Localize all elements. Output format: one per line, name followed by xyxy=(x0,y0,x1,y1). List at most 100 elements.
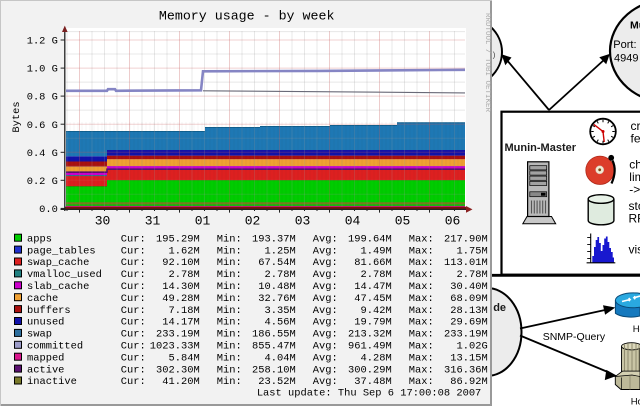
svg-text:Cur:: Cur: xyxy=(121,269,146,281)
svg-text:Port:: Port: xyxy=(613,39,636,51)
svg-text:Max:: Max: xyxy=(409,317,434,329)
svg-text:Cur:: Cur: xyxy=(121,317,146,329)
svg-text:Avg:: Avg: xyxy=(313,245,338,257)
svg-text:Max:: Max: xyxy=(409,341,434,353)
svg-text:Max:: Max: xyxy=(409,233,434,245)
svg-text:14.47M: 14.47M xyxy=(354,281,391,293)
svg-text:302.30M: 302.30M xyxy=(156,364,200,376)
svg-text:Max:: Max: xyxy=(409,364,434,376)
svg-text:41.20M: 41.20M xyxy=(162,376,199,388)
svg-text:213.32M: 213.32M xyxy=(348,329,392,341)
svg-text:Cur:: Cur: xyxy=(121,364,146,376)
svg-text:Host: Host xyxy=(633,324,640,335)
svg-text:Max:: Max: xyxy=(409,352,434,364)
svg-text:committed: committed xyxy=(27,341,83,353)
svg-text:05: 05 xyxy=(395,214,411,229)
svg-text:1.49M: 1.49M xyxy=(361,245,392,257)
svg-text:47.45M: 47.45M xyxy=(354,293,391,305)
svg-text:30.40M: 30.40M xyxy=(450,281,487,293)
svg-text:RRD files: RRD files xyxy=(629,212,640,226)
svg-text:7.18M: 7.18M xyxy=(169,305,200,317)
svg-text:13.15M: 13.15M xyxy=(450,352,487,364)
svg-text:1023.33M: 1023.33M xyxy=(150,341,200,353)
svg-text:Min:: Min: xyxy=(217,269,242,281)
svg-text:300.29M: 300.29M xyxy=(348,364,392,376)
svg-text:Avg:: Avg: xyxy=(313,317,338,329)
svg-text:Avg:: Avg: xyxy=(313,364,338,376)
svg-text:Cur:: Cur: xyxy=(121,281,146,293)
svg-text:Min:: Min: xyxy=(217,341,242,353)
svg-text:Host: Host xyxy=(631,397,640,408)
svg-text:stores in: stores in xyxy=(629,199,640,213)
svg-text:Max:: Max: xyxy=(409,329,434,341)
svg-text:Min:: Min: xyxy=(217,376,242,388)
svg-text:14.30M: 14.30M xyxy=(162,281,199,293)
svg-text:961.49M: 961.49M xyxy=(348,341,392,353)
svg-text:1.62M: 1.62M xyxy=(169,245,200,257)
svg-text:113.01M: 113.01M xyxy=(444,257,488,269)
svg-text:233.19M: 233.19M xyxy=(444,329,488,341)
svg-text:Min:: Min: xyxy=(217,293,242,305)
svg-text:30: 30 xyxy=(95,214,111,229)
svg-text:Min:: Min: xyxy=(217,329,242,341)
svg-text:28.13M: 28.13M xyxy=(450,305,487,317)
svg-text:19.79M: 19.79M xyxy=(354,317,391,329)
svg-text:10.48M: 10.48M xyxy=(258,281,295,293)
svg-text:Avg:: Avg: xyxy=(313,305,338,317)
svg-text:9.42M: 9.42M xyxy=(361,305,392,317)
svg-text:limits: limits xyxy=(629,170,640,184)
svg-text:03: 03 xyxy=(295,214,311,229)
svg-text:86.92M: 86.92M xyxy=(450,376,487,388)
svg-text:217.90M: 217.90M xyxy=(444,233,488,245)
svg-text:Cur:: Cur: xyxy=(121,341,146,353)
svg-text:page_tables: page_tables xyxy=(27,245,96,257)
svg-text:swap: swap xyxy=(27,329,52,341)
svg-text:Munin-Node: Munin-Node xyxy=(630,20,640,32)
svg-text:unused: unused xyxy=(27,317,64,329)
svg-text:Min:: Min: xyxy=(217,305,242,317)
svg-text:Bytes: Bytes xyxy=(11,101,23,132)
svg-text:Cur:: Cur: xyxy=(121,233,146,245)
svg-text:2.78M: 2.78M xyxy=(457,269,488,281)
svg-text:Min:: Min: xyxy=(217,364,242,376)
svg-text:Max:: Max: xyxy=(409,269,434,281)
svg-text:1.25M: 1.25M xyxy=(265,245,296,257)
svg-text:Min:: Min: xyxy=(217,281,242,293)
svg-text:Max:: Max: xyxy=(409,257,434,269)
svg-text:checks: checks xyxy=(629,158,640,172)
svg-text:199.64M: 199.64M xyxy=(348,233,392,245)
svg-text:29.69M: 29.69M xyxy=(450,317,487,329)
svg-text:cache: cache xyxy=(27,293,58,305)
svg-text:195.29M: 195.29M xyxy=(156,233,200,245)
svg-text:): ) xyxy=(493,51,496,60)
svg-text:67.54M: 67.54M xyxy=(258,257,295,269)
svg-text:2.78M: 2.78M xyxy=(361,269,392,281)
svg-text:0.4 G: 0.4 G xyxy=(27,148,58,160)
svg-text:Avg:: Avg: xyxy=(313,293,338,305)
svg-text:Avg:: Avg: xyxy=(313,329,338,341)
svg-text:14.17M: 14.17M xyxy=(162,317,199,329)
svg-text:Avg:: Avg: xyxy=(313,269,338,281)
svg-text:slab_cache: slab_cache xyxy=(27,281,89,293)
svg-text:186.55M: 186.55M xyxy=(252,329,296,341)
svg-text:apps: apps xyxy=(27,233,52,245)
svg-text:37.48M: 37.48M xyxy=(354,376,391,388)
svg-text:4.28M: 4.28M xyxy=(361,352,392,364)
svg-text:4949 TCP: 4949 TCP xyxy=(614,53,640,65)
svg-text:Max:: Max: xyxy=(409,305,434,317)
svg-text:49.28M: 49.28M xyxy=(162,293,199,305)
svg-text:Avg:: Avg: xyxy=(313,352,338,364)
svg-text:Memory usage - by week: Memory usage - by week xyxy=(159,9,335,24)
svg-text:Min:: Min: xyxy=(217,245,242,257)
svg-text:5.84M: 5.84M xyxy=(169,352,200,364)
svg-text:1.75M: 1.75M xyxy=(457,245,488,257)
svg-text:Cur:: Cur: xyxy=(121,352,146,364)
svg-text:1.2 G: 1.2 G xyxy=(27,36,58,48)
svg-text:2.78M: 2.78M xyxy=(169,269,200,281)
svg-text:04: 04 xyxy=(345,214,361,229)
svg-text:855.47M: 855.47M xyxy=(252,341,296,353)
svg-text:Munin-Master: Munin-Master xyxy=(505,142,577,154)
svg-text:0.6 G: 0.6 G xyxy=(27,120,58,132)
svg-text:swap_cache: swap_cache xyxy=(27,257,89,269)
svg-text:4.56M: 4.56M xyxy=(265,317,296,329)
